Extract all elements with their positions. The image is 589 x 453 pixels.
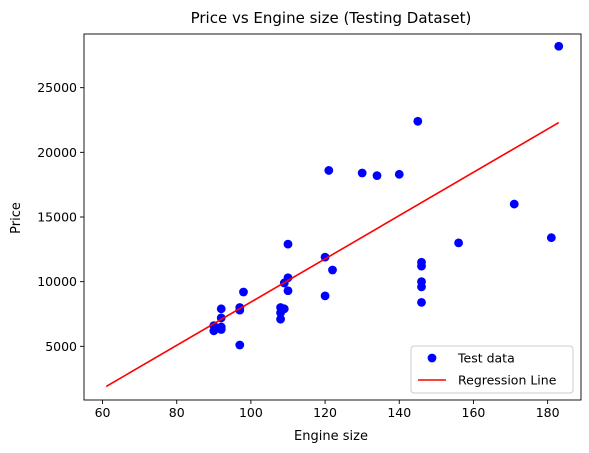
y-tick-label: 10000	[37, 274, 77, 289]
data-point	[454, 238, 464, 248]
x-tick-label: 60	[95, 405, 111, 420]
x-tick-label: 100	[239, 405, 263, 420]
data-point	[357, 168, 367, 178]
data-point	[509, 199, 519, 209]
y-tick-label: 5000	[45, 339, 77, 354]
data-point	[320, 291, 330, 301]
data-point	[283, 239, 293, 249]
x-tick-label: 120	[313, 405, 337, 420]
regression-line	[105, 121, 560, 388]
data-point	[279, 304, 289, 314]
data-point	[216, 304, 226, 314]
chart-title: Price vs Engine size (Testing Dataset)	[191, 9, 472, 27]
data-point	[235, 340, 245, 350]
x-axis-label: Engine size	[294, 429, 368, 444]
legend-box	[410, 345, 574, 394]
data-point	[417, 282, 426, 292]
legend-label: Regression Line	[458, 373, 557, 388]
data-point	[209, 326, 219, 336]
x-tick-label: 180	[536, 405, 560, 420]
data-point	[328, 265, 337, 275]
data-point	[372, 171, 382, 181]
data-point	[417, 297, 426, 307]
data-point	[394, 169, 404, 179]
y-axis-label: Price	[9, 202, 24, 234]
y-tick-label: 25000	[37, 80, 77, 95]
legend-marker-swatch	[427, 353, 437, 363]
data-point	[413, 116, 423, 126]
data-point	[276, 314, 285, 324]
x-tick-label: 160	[462, 405, 486, 420]
data-point	[554, 41, 564, 51]
data-point	[417, 261, 426, 271]
data-point	[216, 325, 226, 334]
legend-label: Test data	[457, 351, 515, 366]
x-tick-label: 140	[387, 405, 411, 420]
legend: Test data Regression Line	[410, 345, 574, 394]
data-point	[324, 166, 334, 175]
data-point	[283, 286, 293, 296]
data-point	[239, 287, 248, 297]
y-tick-label: 20000	[37, 145, 77, 160]
x-tick-label: 80	[169, 405, 185, 420]
data-point	[546, 233, 556, 243]
y-tick-label: 15000	[37, 210, 77, 225]
plot-area: 60 80 100 120 140 160 180 5000 10000 15000 20000 25…	[37, 33, 582, 420]
